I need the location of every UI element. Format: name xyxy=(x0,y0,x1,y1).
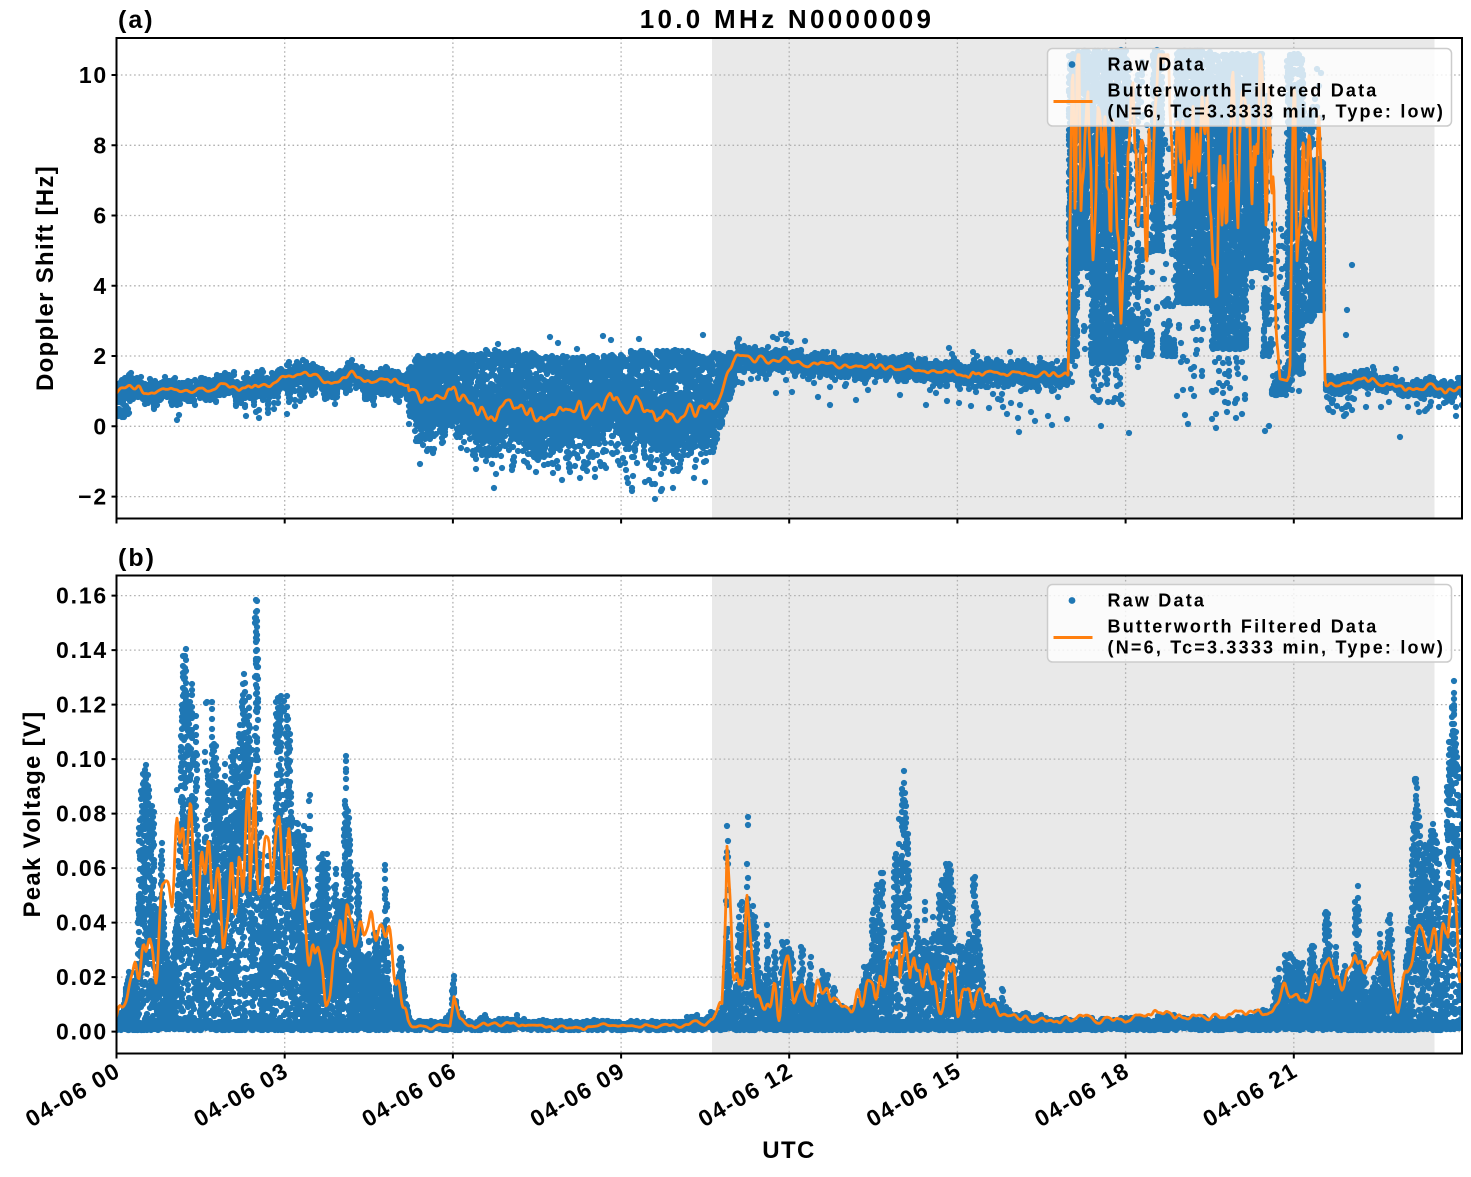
svg-text:0.06: 0.06 xyxy=(56,855,108,881)
svg-text:UTC: UTC xyxy=(762,1137,816,1164)
svg-text:2: 2 xyxy=(93,343,108,369)
svg-text:(a): (a) xyxy=(118,6,155,34)
svg-text:Doppler Shift [Hz]: Doppler Shift [Hz] xyxy=(32,165,59,391)
svg-text:Raw Data: Raw Data xyxy=(1108,591,1207,611)
svg-text:6: 6 xyxy=(93,203,108,229)
svg-text:(b): (b) xyxy=(118,544,156,572)
svg-text:Butterworth Filtered Data: Butterworth Filtered Data xyxy=(1108,617,1379,637)
svg-text:−2: −2 xyxy=(78,484,108,510)
svg-text:4: 4 xyxy=(93,273,108,299)
svg-text:(N=6, Tc=3.3333 min, Type: low: (N=6, Tc=3.3333 min, Type: low) xyxy=(1108,638,1446,658)
svg-text:0.08: 0.08 xyxy=(56,801,108,827)
svg-text:10: 10 xyxy=(79,62,108,88)
svg-text:(N=6, Tc=3.3333 min, Type: low: (N=6, Tc=3.3333 min, Type: low) xyxy=(1108,102,1446,122)
svg-text:0: 0 xyxy=(93,413,108,439)
svg-text:0.12: 0.12 xyxy=(56,692,108,718)
svg-text:0.00: 0.00 xyxy=(56,1019,108,1045)
svg-text:0.02: 0.02 xyxy=(56,964,108,990)
svg-text:Peak Voltage [V]: Peak Voltage [V] xyxy=(19,710,46,917)
svg-text:0.14: 0.14 xyxy=(56,637,108,663)
svg-text:0.16: 0.16 xyxy=(56,583,108,609)
svg-text:Raw Data: Raw Data xyxy=(1108,55,1207,75)
svg-text:8: 8 xyxy=(93,132,108,158)
svg-text:10.0 MHz N0000009: 10.0 MHz N0000009 xyxy=(640,4,935,34)
svg-text:Butterworth Filtered Data: Butterworth Filtered Data xyxy=(1108,81,1379,101)
svg-text:0.04: 0.04 xyxy=(56,910,108,936)
svg-text:0.10: 0.10 xyxy=(56,746,108,772)
